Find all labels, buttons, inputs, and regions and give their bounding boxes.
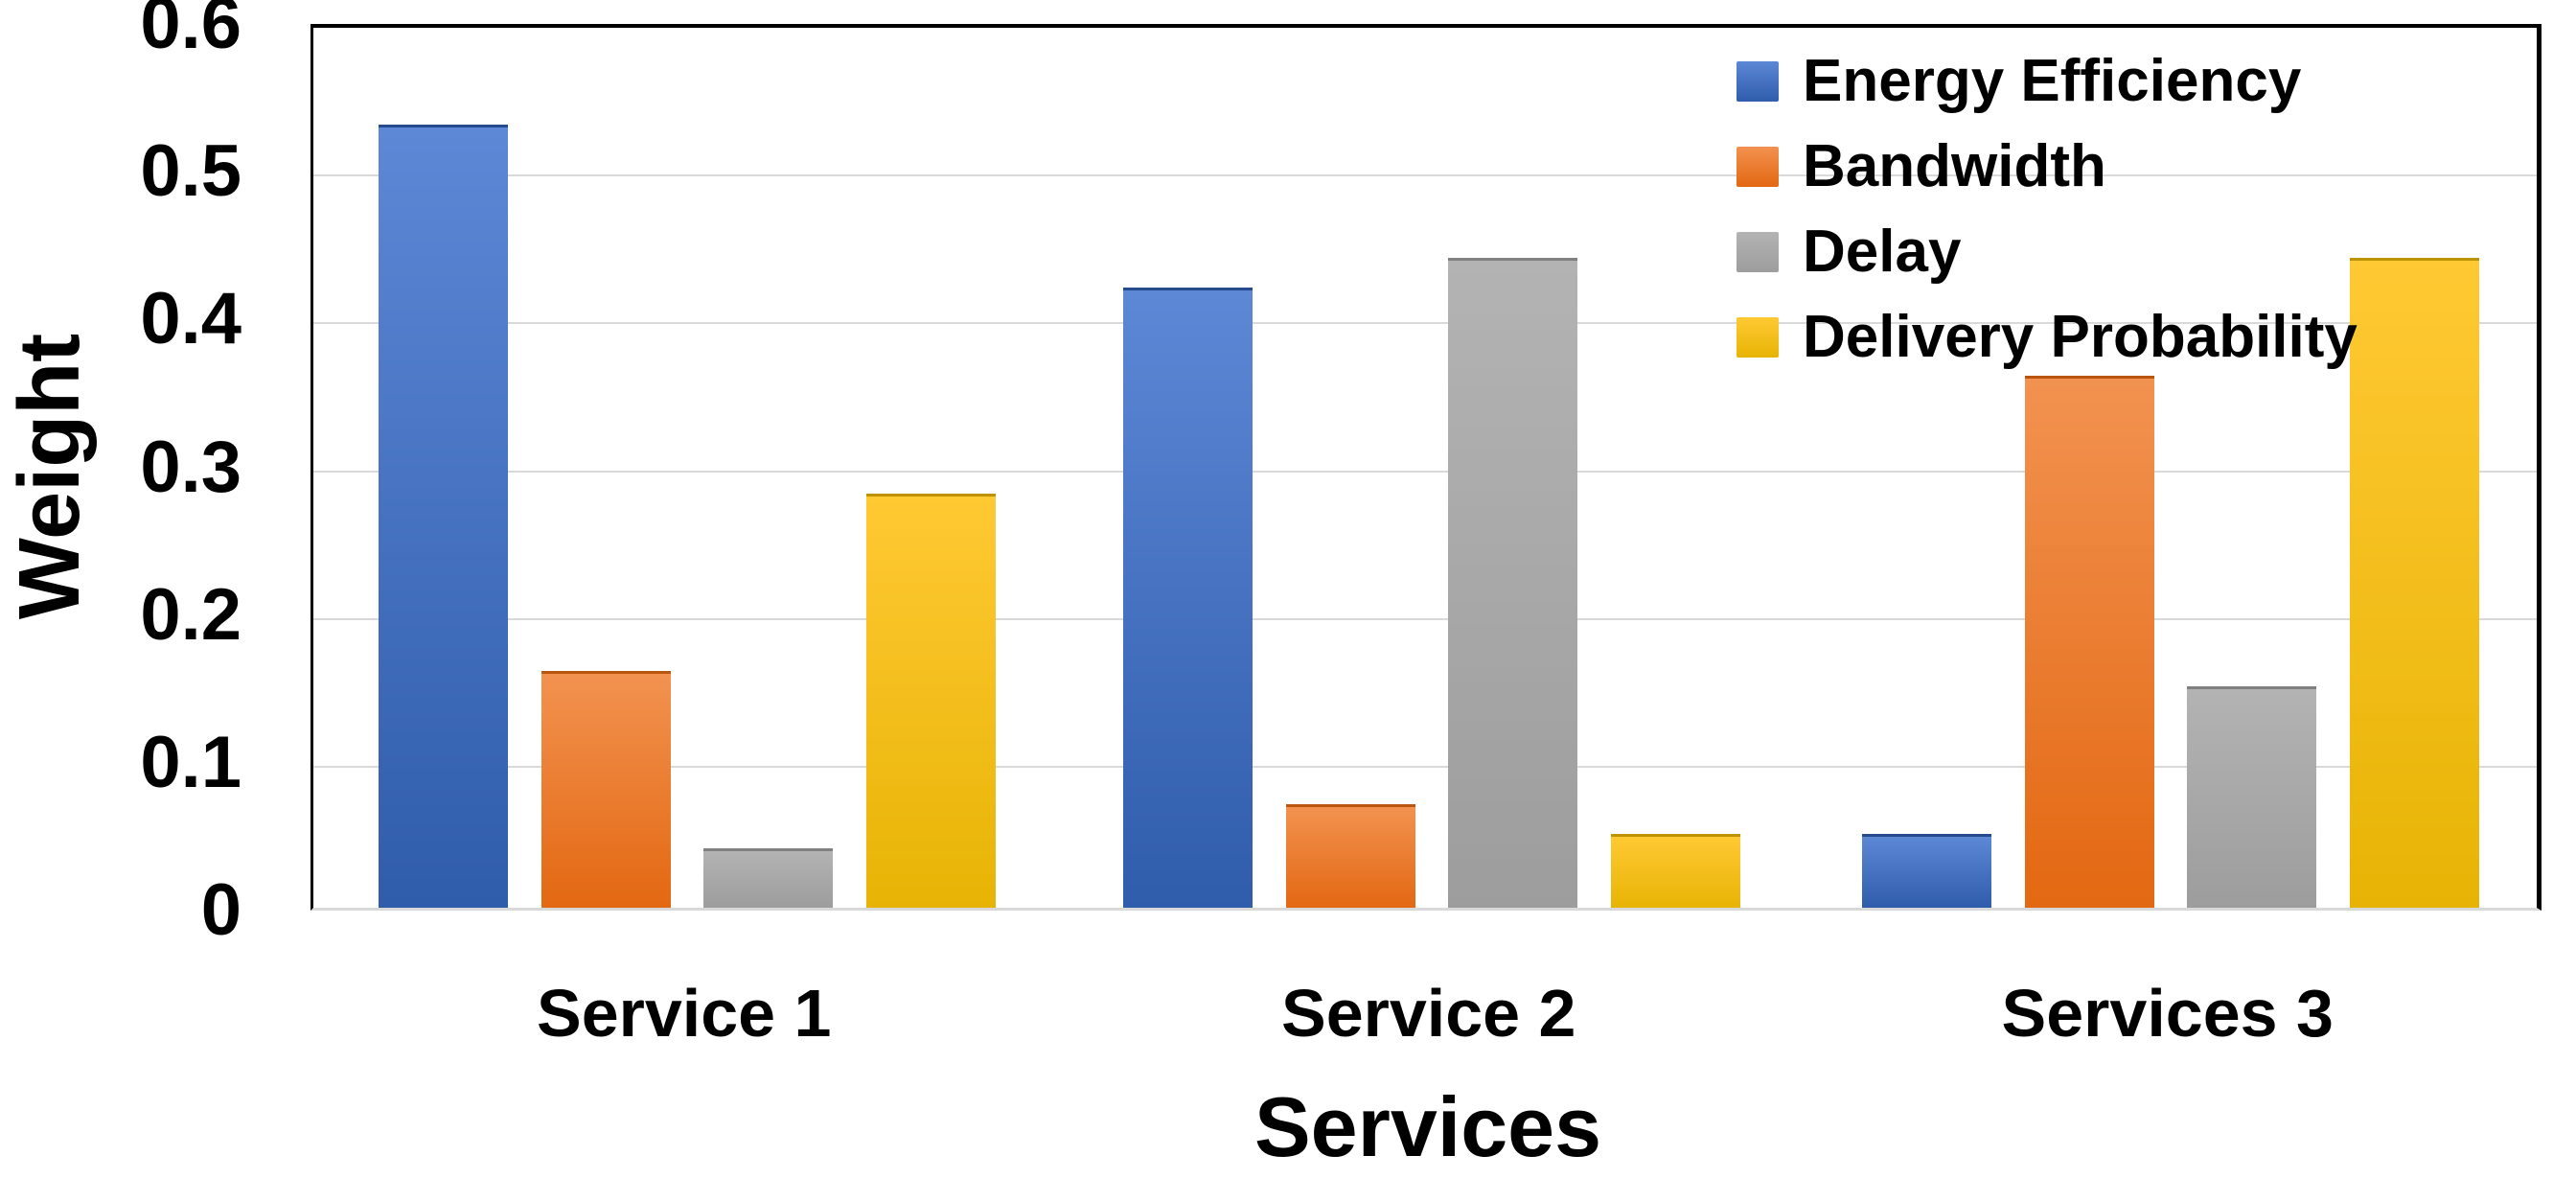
gridline [313, 174, 2537, 177]
legend-item: Bandwidth [1736, 124, 2358, 209]
y-axis-tick-label: 0.2 [140, 573, 242, 656]
gridline [313, 322, 2537, 325]
legend-item: Delay [1736, 209, 2358, 294]
bar-delivery-probability-1 [865, 494, 996, 908]
bar-delay-1 [703, 848, 833, 908]
legend-item: Energy Efficiency [1736, 38, 2358, 124]
x-axis-title: Services [1254, 1079, 1602, 1174]
x-axis-category-label: Services 3 [2001, 976, 2334, 1051]
y-axis-tick-label: 0.4 [140, 278, 242, 360]
gridline [313, 470, 2537, 473]
legend-label: Energy Efficiency [1803, 47, 2302, 114]
bar-delay-2 [1448, 257, 1577, 908]
bar-delivery-probability-3 [2349, 257, 2479, 908]
bar-delay-3 [2187, 685, 2316, 908]
gridline [313, 765, 2537, 768]
bar-energy-efficiency-2 [1123, 287, 1253, 908]
plot-area [310, 24, 2542, 911]
y-axis-tick-label: 0.5 [140, 130, 242, 213]
legend-item: Delivery Probability [1736, 294, 2358, 380]
y-axis-tick-label: 0.3 [140, 426, 242, 508]
bar-bandwidth-2 [1285, 804, 1415, 908]
bar-energy-efficiency-3 [1862, 833, 1991, 908]
bar-delivery-probability-2 [1610, 833, 1740, 908]
x-axis-category-label: Service 1 [537, 976, 832, 1051]
legend-swatch-icon [1736, 231, 1779, 272]
y-axis-tick-label: 0 [200, 869, 242, 951]
legend-swatch-icon [1736, 146, 1779, 187]
bar-bandwidth-1 [540, 671, 671, 908]
x-axis-category-label: Service 2 [1281, 976, 1576, 1051]
bar-bandwidth-3 [2024, 376, 2154, 908]
legend: Energy Efficiency Bandwidth Delay Delivery … [1736, 38, 2358, 380]
y-axis-tick-label: 0.1 [140, 721, 242, 803]
bar-energy-efficiency-1 [379, 124, 508, 908]
legend-swatch-icon [1736, 316, 1779, 358]
y-axis-tick-label: 0.6 [140, 0, 242, 64]
legend-label: Delay [1803, 218, 1962, 285]
legend-swatch-icon [1736, 60, 1779, 102]
gridline [313, 617, 2537, 620]
legend-label: Delivery Probability [1803, 303, 2358, 370]
legend-label: Bandwidth [1803, 132, 2106, 199]
